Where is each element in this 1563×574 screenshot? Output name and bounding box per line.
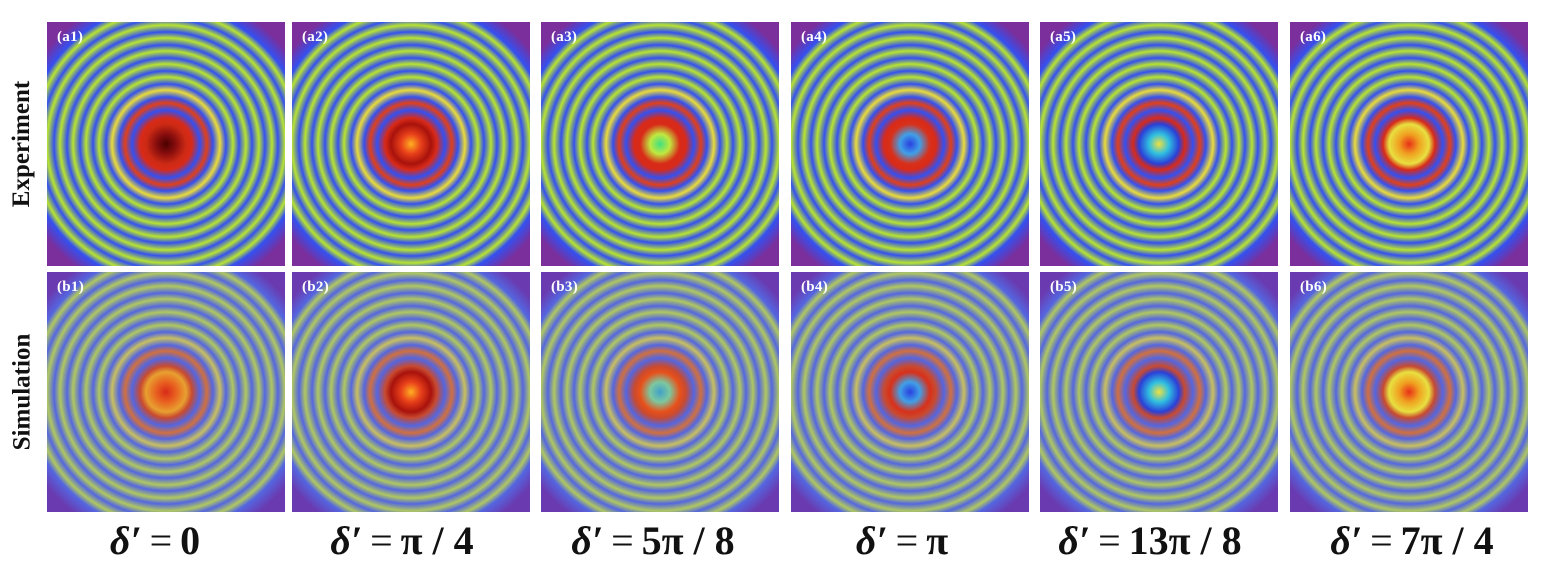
caption-value: 7π / 4 xyxy=(1400,517,1494,563)
panel-tag: (a5) xyxy=(1050,29,1077,45)
caption-value: 5π / 8 xyxy=(641,517,735,563)
caption-equals: = xyxy=(1370,517,1393,563)
ring-pattern-image xyxy=(1290,22,1528,266)
row-label-simulation: Simulation xyxy=(0,272,44,512)
caption-equals: = xyxy=(370,517,393,563)
ring-pattern-image xyxy=(541,22,779,266)
ring-pattern-image xyxy=(1040,22,1278,266)
panel-tag: (a1) xyxy=(57,29,84,45)
caption-value: π / 4 xyxy=(400,517,474,563)
ring-pattern-image xyxy=(791,272,1029,512)
panel-b6: (b6) xyxy=(1290,272,1528,512)
caption-equals: = xyxy=(611,517,634,563)
row-label-experiment-text: Experiment xyxy=(8,80,35,208)
caption-delta-0: δ′ = 0 xyxy=(35,512,275,568)
caption-symbol: δ′ xyxy=(109,517,142,563)
row-label-experiment: Experiment xyxy=(0,22,44,266)
panel-b2: (b2) xyxy=(292,272,530,512)
caption-delta-pi: δ′ = π xyxy=(782,512,1022,568)
caption-delta-13pi-8: δ′ = 13π / 8 xyxy=(1030,512,1270,568)
ring-pattern-image xyxy=(47,22,285,266)
panel-a5: (a5) xyxy=(1040,22,1278,266)
caption-delta-5pi-8: δ′ = 5π / 8 xyxy=(533,512,773,568)
panel-b4: (b4) xyxy=(791,272,1029,512)
panel-b3: (b3) xyxy=(541,272,779,512)
caption-symbol: δ′ xyxy=(1330,517,1363,563)
panel-tag: (b4) xyxy=(801,279,829,295)
ring-pattern-image xyxy=(1040,272,1278,512)
caption-value: π xyxy=(926,517,949,563)
panel-tag: (b3) xyxy=(551,279,579,295)
panel-tag: (a3) xyxy=(551,29,578,45)
ring-pattern-image xyxy=(292,22,530,266)
caption-symbol: δ′ xyxy=(571,517,604,563)
panel-a2: (a2) xyxy=(292,22,530,266)
ring-pattern-image xyxy=(791,22,1029,266)
caption-value: 13π / 8 xyxy=(1128,517,1242,563)
panel-tag: (b1) xyxy=(57,279,85,295)
panel-a6: (a6) xyxy=(1290,22,1528,266)
panel-a4: (a4) xyxy=(791,22,1029,266)
panel-tag: (a2) xyxy=(302,29,329,45)
panel-tag: (b5) xyxy=(1050,279,1078,295)
row-label-simulation-text: Simulation xyxy=(8,333,36,451)
panel-a3: (a3) xyxy=(541,22,779,266)
caption-equals: = xyxy=(149,517,173,563)
panel-tag: (a4) xyxy=(801,29,828,45)
ring-pattern-image xyxy=(292,272,530,512)
panel-tag: (b2) xyxy=(302,279,330,295)
panel-b1: (b1) xyxy=(47,272,285,512)
ring-pattern-image xyxy=(541,272,779,512)
panel-b5: (b5) xyxy=(1040,272,1278,512)
caption-delta-pi-4: δ′ = π / 4 xyxy=(282,512,522,568)
ring-pattern-image xyxy=(1290,272,1528,512)
panel-tag: (a6) xyxy=(1300,29,1327,45)
caption-equals: = xyxy=(1098,517,1121,563)
panel-tag: (b6) xyxy=(1300,279,1328,295)
caption-symbol: δ′ xyxy=(330,517,363,563)
caption-value: 0 xyxy=(180,517,201,563)
panel-a1: (a1) xyxy=(47,22,285,266)
caption-symbol: δ′ xyxy=(855,517,888,563)
caption-symbol: δ′ xyxy=(1058,517,1091,563)
caption-delta-7pi-4: δ′ = 7π / 4 xyxy=(1292,512,1532,568)
caption-equals: = xyxy=(895,517,919,563)
ring-pattern-image xyxy=(47,272,285,512)
